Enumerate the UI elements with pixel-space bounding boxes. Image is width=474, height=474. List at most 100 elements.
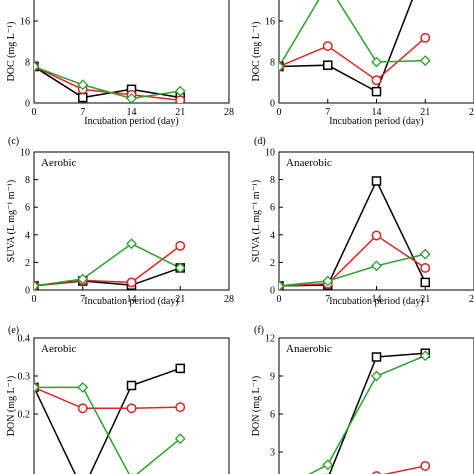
series-line-square [328,352,426,474]
y-tick-label: 6 [270,203,275,214]
y-axis-label: SUVA (L mg⁻¹ m⁻¹) [6,180,17,262]
x-tick-label: 0 [277,294,282,305]
data-point-circle [420,32,431,43]
x-tick-label: 21 [420,107,430,118]
y-axis-label: SUVA (L mg⁻¹ m⁻¹) [251,180,262,262]
data-point-circle [126,403,137,414]
x-axis-label: Incubation period (day) [84,116,178,127]
series-line-diamond [279,253,426,287]
series-line-square [34,65,181,99]
data-point-circle [77,403,88,414]
data-point-diamond [77,273,89,285]
x-tick-label: 0 [32,107,37,118]
y-tick-label: 6 [25,203,30,214]
series-line-diamond [34,386,181,474]
data-point-circle [371,230,382,241]
panel-annotation: Aerobic [41,157,77,169]
y-tick-label: 4 [25,230,30,241]
chart-panel-1: 0 7 14 21 28 0 8 16 Incubation period (day) DOC (… [6,0,234,127]
x-tick-label: 21 [175,294,185,305]
data-point-circle [420,262,431,273]
chart-panel-3: 0 7 14 21 28 0 2 4 6 8 10 Incubation period (day) SU… [6,136,234,307]
data-point-diamond [126,93,137,103]
data-point-square [175,363,185,374]
y-axis-label: DON (mg L⁻¹) [6,376,17,437]
data-point-diamond [419,55,431,67]
y-tick-label: 0 [25,99,30,110]
x-tick-label: 21 [175,107,185,118]
y-tick-label: 0.4 [18,334,31,345]
chart-panel-2: 0 7 14 21 28 0 8 16 Incubation period (day) DOC (… [251,0,474,127]
data-point-circle [175,240,186,251]
chart-panel-4: 0 7 14 21 28 0 2 4 6 8 10 Incubation period (day) SU… [251,136,474,307]
data-point-diamond [77,79,89,91]
data-point-circle [371,75,382,86]
x-tick-label: 14 [372,294,382,305]
y-tick-label: 9 [270,372,275,383]
series-line-square [34,367,181,474]
series-line-square [279,179,426,287]
series-line-square [279,0,413,93]
series-line-circle [34,245,181,287]
y-tick-label: 12 [265,334,275,345]
y-tick-label: 4 [270,230,275,241]
y-tick-label: 8 [270,58,275,69]
data-point-diamond [419,350,431,362]
x-tick-label: 7 [80,294,85,305]
series-line-diamond [34,65,181,100]
data-point-circle [322,41,333,52]
data-point-diamond [174,85,186,97]
y-tick-label: 2 [270,258,275,269]
data-point-diamond [371,260,382,272]
x-tick-label: 7 [80,107,85,118]
chart-panel-6: 3 6 9 12 DON (mg L⁻¹) (f) Anaerobic [251,325,474,474]
data-point-square [371,86,382,97]
panel-label: (d) [254,136,266,147]
panel-annotation: Anaerobic [286,157,332,169]
data-point-square [371,352,382,362]
x-tick-label: 28 [469,294,474,305]
x-tick-label: 14 [372,107,382,118]
y-tick-label: 0.2 [18,410,31,421]
plot-frame [33,151,230,291]
data-point-square [420,277,430,288]
x-axis-label: Incubation period (day) [329,296,423,307]
series-line-circle [34,65,181,102]
y-tick-label: 6 [270,410,275,421]
x-tick-label: 0 [32,294,37,305]
data-point-diamond [419,248,431,260]
y-axis-label: DON (mg L⁻¹) [251,376,262,437]
series-line-circle [279,234,426,287]
data-point-circle [126,277,137,288]
series-line-circle [34,386,181,410]
plot-area [34,238,186,290]
x-tick-label: 21 [420,294,430,305]
plot-area [279,176,431,290]
data-point-diamond [174,262,186,274]
panel-label: (e) [8,325,19,336]
x-tick-label: 28 [224,294,234,305]
y-tick-label: 0 [270,286,275,297]
data-point-square [78,92,88,103]
data-point-diamond [174,433,186,445]
y-tick-label: 2 [25,258,30,269]
y-axis-label: DOC (mg L⁻¹) [251,22,262,82]
x-axis-label: Incubation period (day) [329,116,423,127]
plot-area [34,363,186,474]
series-line-diamond [279,0,426,67]
data-point-diamond [322,275,334,287]
data-point-diamond [126,238,137,250]
y-tick-label: 8 [25,58,30,69]
data-point-diamond [371,370,382,382]
y-tick-label: 0 [25,286,30,297]
panel-label: (c) [8,136,19,147]
panel-label: (f) [254,325,264,336]
data-point-square [323,60,333,70]
chart-panel-5: 0.2 0.3 0.4 DON (mg L⁻¹) (e) Aerobic [6,325,230,474]
series-line-circle [279,37,426,82]
y-tick-label: 16 [20,17,30,28]
y-tick-label: 0 [270,99,275,110]
x-tick-label: 28 [469,107,474,118]
data-point-diamond [322,459,334,471]
data-point-circle [372,471,381,474]
